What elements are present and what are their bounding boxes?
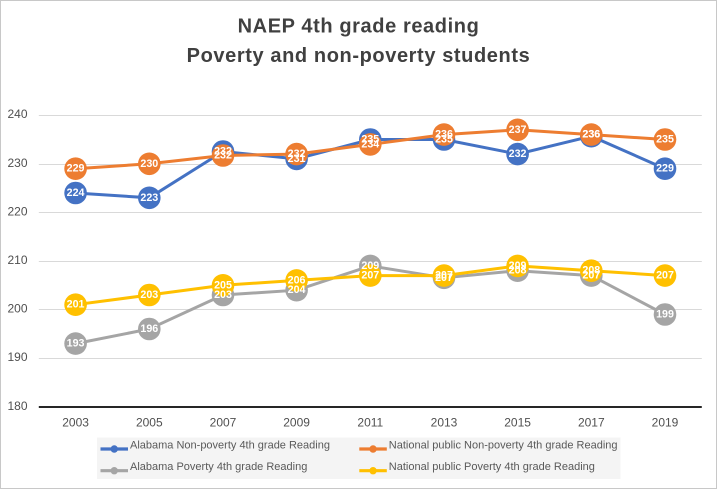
svg-text:2009: 2009: [283, 415, 310, 429]
svg-text:Alabama Poverty 4th grade Read: Alabama Poverty 4th grade Reading: [130, 461, 307, 473]
svg-text:229: 229: [656, 163, 674, 175]
svg-text:235: 235: [435, 134, 453, 146]
svg-text:207: 207: [656, 270, 674, 282]
svg-text:235: 235: [656, 134, 674, 146]
svg-text:2015: 2015: [504, 415, 531, 429]
svg-text:200: 200: [7, 302, 27, 316]
svg-text:220: 220: [7, 204, 27, 218]
svg-text:196: 196: [140, 323, 158, 335]
svg-text:190: 190: [7, 350, 27, 364]
svg-text:232: 232: [214, 150, 232, 162]
svg-text:2011: 2011: [357, 415, 383, 429]
svg-text:201: 201: [67, 299, 85, 311]
svg-text:237: 237: [509, 124, 527, 136]
svg-text:232: 232: [509, 148, 527, 160]
svg-text:229: 229: [67, 163, 85, 175]
svg-text:2019: 2019: [652, 415, 679, 429]
svg-text:236: 236: [435, 129, 453, 141]
svg-text:230: 230: [140, 158, 158, 170]
svg-text:203: 203: [140, 289, 158, 301]
svg-text:199: 199: [656, 309, 674, 321]
svg-text:205: 205: [214, 279, 232, 291]
svg-text:2017: 2017: [578, 415, 605, 429]
svg-text:223: 223: [140, 192, 158, 204]
svg-text:232: 232: [288, 148, 306, 160]
svg-text:207: 207: [435, 272, 453, 284]
svg-text:208: 208: [509, 265, 527, 277]
svg-text:232: 232: [214, 146, 232, 158]
svg-text:240: 240: [7, 107, 27, 121]
svg-text:230: 230: [7, 156, 27, 170]
svg-text:National public Non-poverty 4t: National public Non-poverty 4th grade Re…: [389, 440, 618, 452]
svg-text:208: 208: [582, 265, 600, 277]
svg-text:231: 231: [288, 153, 306, 165]
svg-text:236: 236: [582, 129, 600, 141]
svg-text:NAEP 4th grade reading: NAEP 4th grade reading: [238, 16, 480, 38]
svg-text:180: 180: [7, 399, 27, 413]
svg-text:235: 235: [361, 134, 379, 146]
svg-text:209: 209: [361, 260, 379, 272]
svg-text:224: 224: [67, 187, 85, 199]
svg-text:193: 193: [67, 338, 85, 350]
svg-text:236: 236: [582, 129, 600, 141]
svg-text:2013: 2013: [431, 415, 458, 429]
svg-text:210: 210: [7, 253, 27, 267]
svg-text:203: 203: [214, 289, 232, 301]
svg-text:Poverty and non-poverty studen: Poverty and non-poverty students: [187, 45, 531, 67]
svg-text:207: 207: [361, 270, 379, 282]
svg-text:2007: 2007: [210, 415, 237, 429]
svg-text:National public Poverty 4th gr: National public Poverty 4th grade Readin…: [389, 461, 595, 473]
svg-text:2003: 2003: [62, 415, 89, 429]
svg-text:204: 204: [288, 284, 306, 296]
svg-text:207: 207: [435, 270, 453, 282]
svg-text:234: 234: [361, 138, 379, 150]
svg-text:207: 207: [582, 270, 600, 282]
svg-text:209: 209: [509, 260, 527, 272]
svg-text:2005: 2005: [136, 415, 163, 429]
svg-text:206: 206: [288, 274, 306, 286]
svg-text:Alabama Non-poverty 4th grade: Alabama Non-poverty 4th grade Reading: [130, 440, 330, 452]
